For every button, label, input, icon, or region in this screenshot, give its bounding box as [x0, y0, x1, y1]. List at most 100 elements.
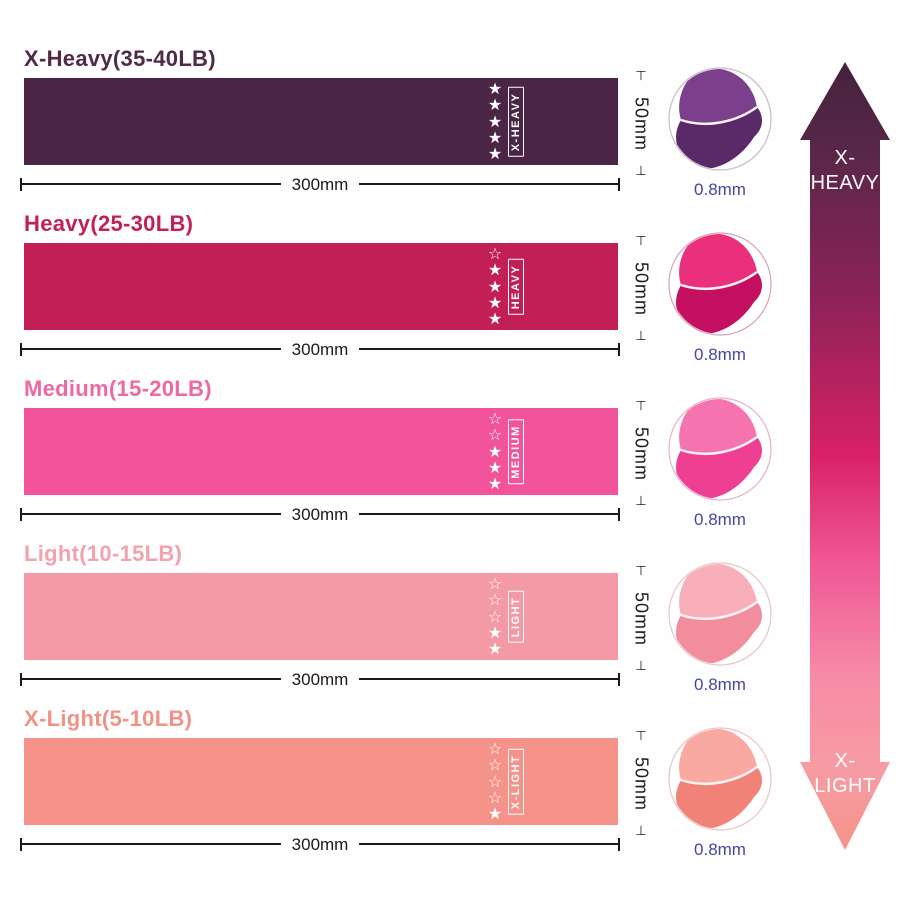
dimension-line	[359, 678, 618, 680]
height-dimension: ⊤ 50mm ⊥	[624, 70, 658, 178]
width-dimension: 300mm	[20, 506, 620, 523]
band-fold-lower	[676, 437, 762, 499]
width-dimension: 300mm	[20, 834, 620, 854]
dimension-tick-top: ⊤	[635, 69, 647, 84]
dimension-line	[22, 513, 281, 515]
arrow-label-xheavy-line1: X-	[834, 147, 856, 169]
height-dimension: ⊤ 50mm ⊥	[624, 235, 658, 343]
band-label: LIGHT	[510, 596, 522, 637]
dimension-tick-bottom: ⊥	[635, 658, 647, 674]
height-dimension-label: 50mm	[631, 261, 652, 316]
band-fold-crease	[680, 105, 758, 126]
arrow-label-xheavy: X- HEAVY	[799, 146, 891, 196]
thickness-detail: 0.8mm	[668, 67, 772, 198]
star-empty-icon: ☆	[487, 409, 503, 428]
band-title: Light(10-15LB)	[24, 541, 183, 566]
dimension-tick-right	[618, 672, 620, 686]
thickness-label: 0.8mm	[694, 180, 746, 199]
band-fold-upper	[679, 564, 757, 619]
thickness-label: 0.8mm	[694, 345, 746, 364]
band-fold-crease	[680, 765, 758, 786]
band-label-box: MEDIUM	[508, 418, 524, 485]
height-dimension-label: 50mm	[631, 426, 652, 481]
band-fold-photo	[668, 232, 772, 336]
dimension-tick-bottom: ⊥	[635, 823, 647, 839]
band-label: MEDIUM	[510, 424, 522, 479]
band-swatch: ★ ★ ★ ★ ★ X-HEAVY	[24, 78, 618, 165]
band-row: X-Heavy(35-40LB) ★ ★ ★ ★ ★ X-HEAVY 300mm ⊤ 5…	[0, 45, 900, 210]
gradient-arrow-graphic	[800, 62, 890, 850]
dimension-tick-left	[20, 177, 22, 191]
band-label-box: LIGHT	[508, 590, 524, 643]
dimension-tick-right	[618, 507, 620, 521]
star-filled-icon: ★	[487, 622, 503, 642]
band-fold-photo	[668, 397, 772, 501]
band-fold-upper	[679, 69, 757, 124]
star-rating: ☆ ★ ★ ★ ★	[483, 246, 507, 327]
dimension-tick-right	[618, 177, 620, 191]
band-fold-lower	[676, 107, 762, 169]
band-fold-crease	[680, 270, 758, 291]
band-swatch: ☆ ☆ ☆ ☆ ★ X-LIGHT	[24, 738, 618, 825]
band-swatch: ☆ ★ ★ ★ ★ HEAVY	[24, 243, 618, 330]
band-row: Heavy(25-30LB) ☆ ★ ★ ★ ★ HEAVY 300mm ⊤ 50mm …	[0, 210, 900, 375]
band-label: X-HEAVY	[510, 92, 522, 151]
height-dimension: ⊤ 50mm ⊥	[624, 400, 658, 508]
star-filled-icon: ★	[487, 804, 503, 823]
star-empty-icon: ☆	[487, 590, 503, 610]
thickness-label: 0.8mm	[694, 840, 746, 859]
dimension-line	[22, 843, 281, 845]
arrow-label-xlight-line1: X-	[834, 750, 856, 772]
band-fold-photo	[668, 67, 772, 171]
star-filled-icon: ★	[487, 79, 503, 98]
dimension-line	[22, 183, 281, 185]
width-dimension: 300mm	[20, 341, 620, 358]
band-label: X-LIGHT	[510, 754, 522, 809]
band-label-box: X-HEAVY	[508, 86, 524, 157]
star-empty-icon: ☆	[487, 606, 503, 626]
band-title: X-Heavy(35-40LB)	[24, 46, 216, 71]
star-filled-icon: ★	[487, 457, 503, 477]
dimension-tick-right	[618, 342, 620, 356]
dimension-tick-left	[20, 342, 22, 356]
height-dimension: ⊤ 50mm ⊥	[624, 565, 658, 673]
star-filled-icon: ★	[487, 260, 503, 280]
band-title: Medium(15-20LB)	[24, 376, 212, 401]
band-title: Heavy(25-30LB)	[24, 211, 194, 236]
dimension-tick-top: ⊤	[635, 729, 647, 744]
star-empty-icon: ☆	[487, 771, 503, 791]
star-filled-icon: ★	[487, 292, 503, 312]
width-dimension-label: 300mm	[291, 834, 349, 854]
dimension-line	[22, 348, 281, 350]
band-label-box: X-LIGHT	[508, 748, 524, 815]
star-rating: ☆ ☆ ☆ ☆ ★	[483, 741, 507, 822]
width-dimension-label: 300mm	[291, 669, 349, 689]
star-filled-icon: ★	[487, 639, 503, 658]
star-filled-icon: ★	[487, 127, 503, 147]
band-row: Medium(15-20LB) ☆ ☆ ★ ★ ★ MEDIUM 300mm ⊤ 50m…	[0, 375, 900, 540]
arrow-label-xheavy-line2: HEAVY	[810, 172, 880, 194]
thickness-detail: 0.8mm	[668, 397, 772, 528]
star-filled-icon: ★	[487, 111, 503, 131]
star-rating: ☆ ☆ ☆ ★ ★	[483, 576, 507, 657]
height-dimension: ⊤ 50mm ⊥	[624, 730, 658, 838]
star-rating: ★ ★ ★ ★ ★	[483, 81, 507, 162]
star-filled-icon: ★	[487, 95, 503, 115]
height-dimension-label: 50mm	[631, 591, 652, 646]
star-filled-icon: ★	[487, 309, 503, 328]
arrow-label-xlight-line2: LIGHT	[814, 775, 876, 797]
thickness-label: 0.8mm	[694, 510, 746, 529]
dimension-tick-left	[20, 837, 22, 851]
star-empty-icon: ☆	[487, 739, 503, 758]
band-label: HEAVY	[510, 264, 522, 309]
star-rating: ☆ ☆ ★ ★ ★	[483, 411, 507, 492]
height-dimension-label: 50mm	[631, 756, 652, 811]
band-fold-upper	[679, 234, 757, 289]
dimension-tick-left	[20, 672, 22, 686]
band-title: X-Light(5-10LB)	[24, 706, 193, 731]
band-label-box: HEAVY	[508, 258, 524, 315]
dimension-tick-top: ⊤	[635, 234, 647, 249]
dimension-line	[359, 183, 618, 185]
star-empty-icon: ☆	[487, 425, 503, 445]
